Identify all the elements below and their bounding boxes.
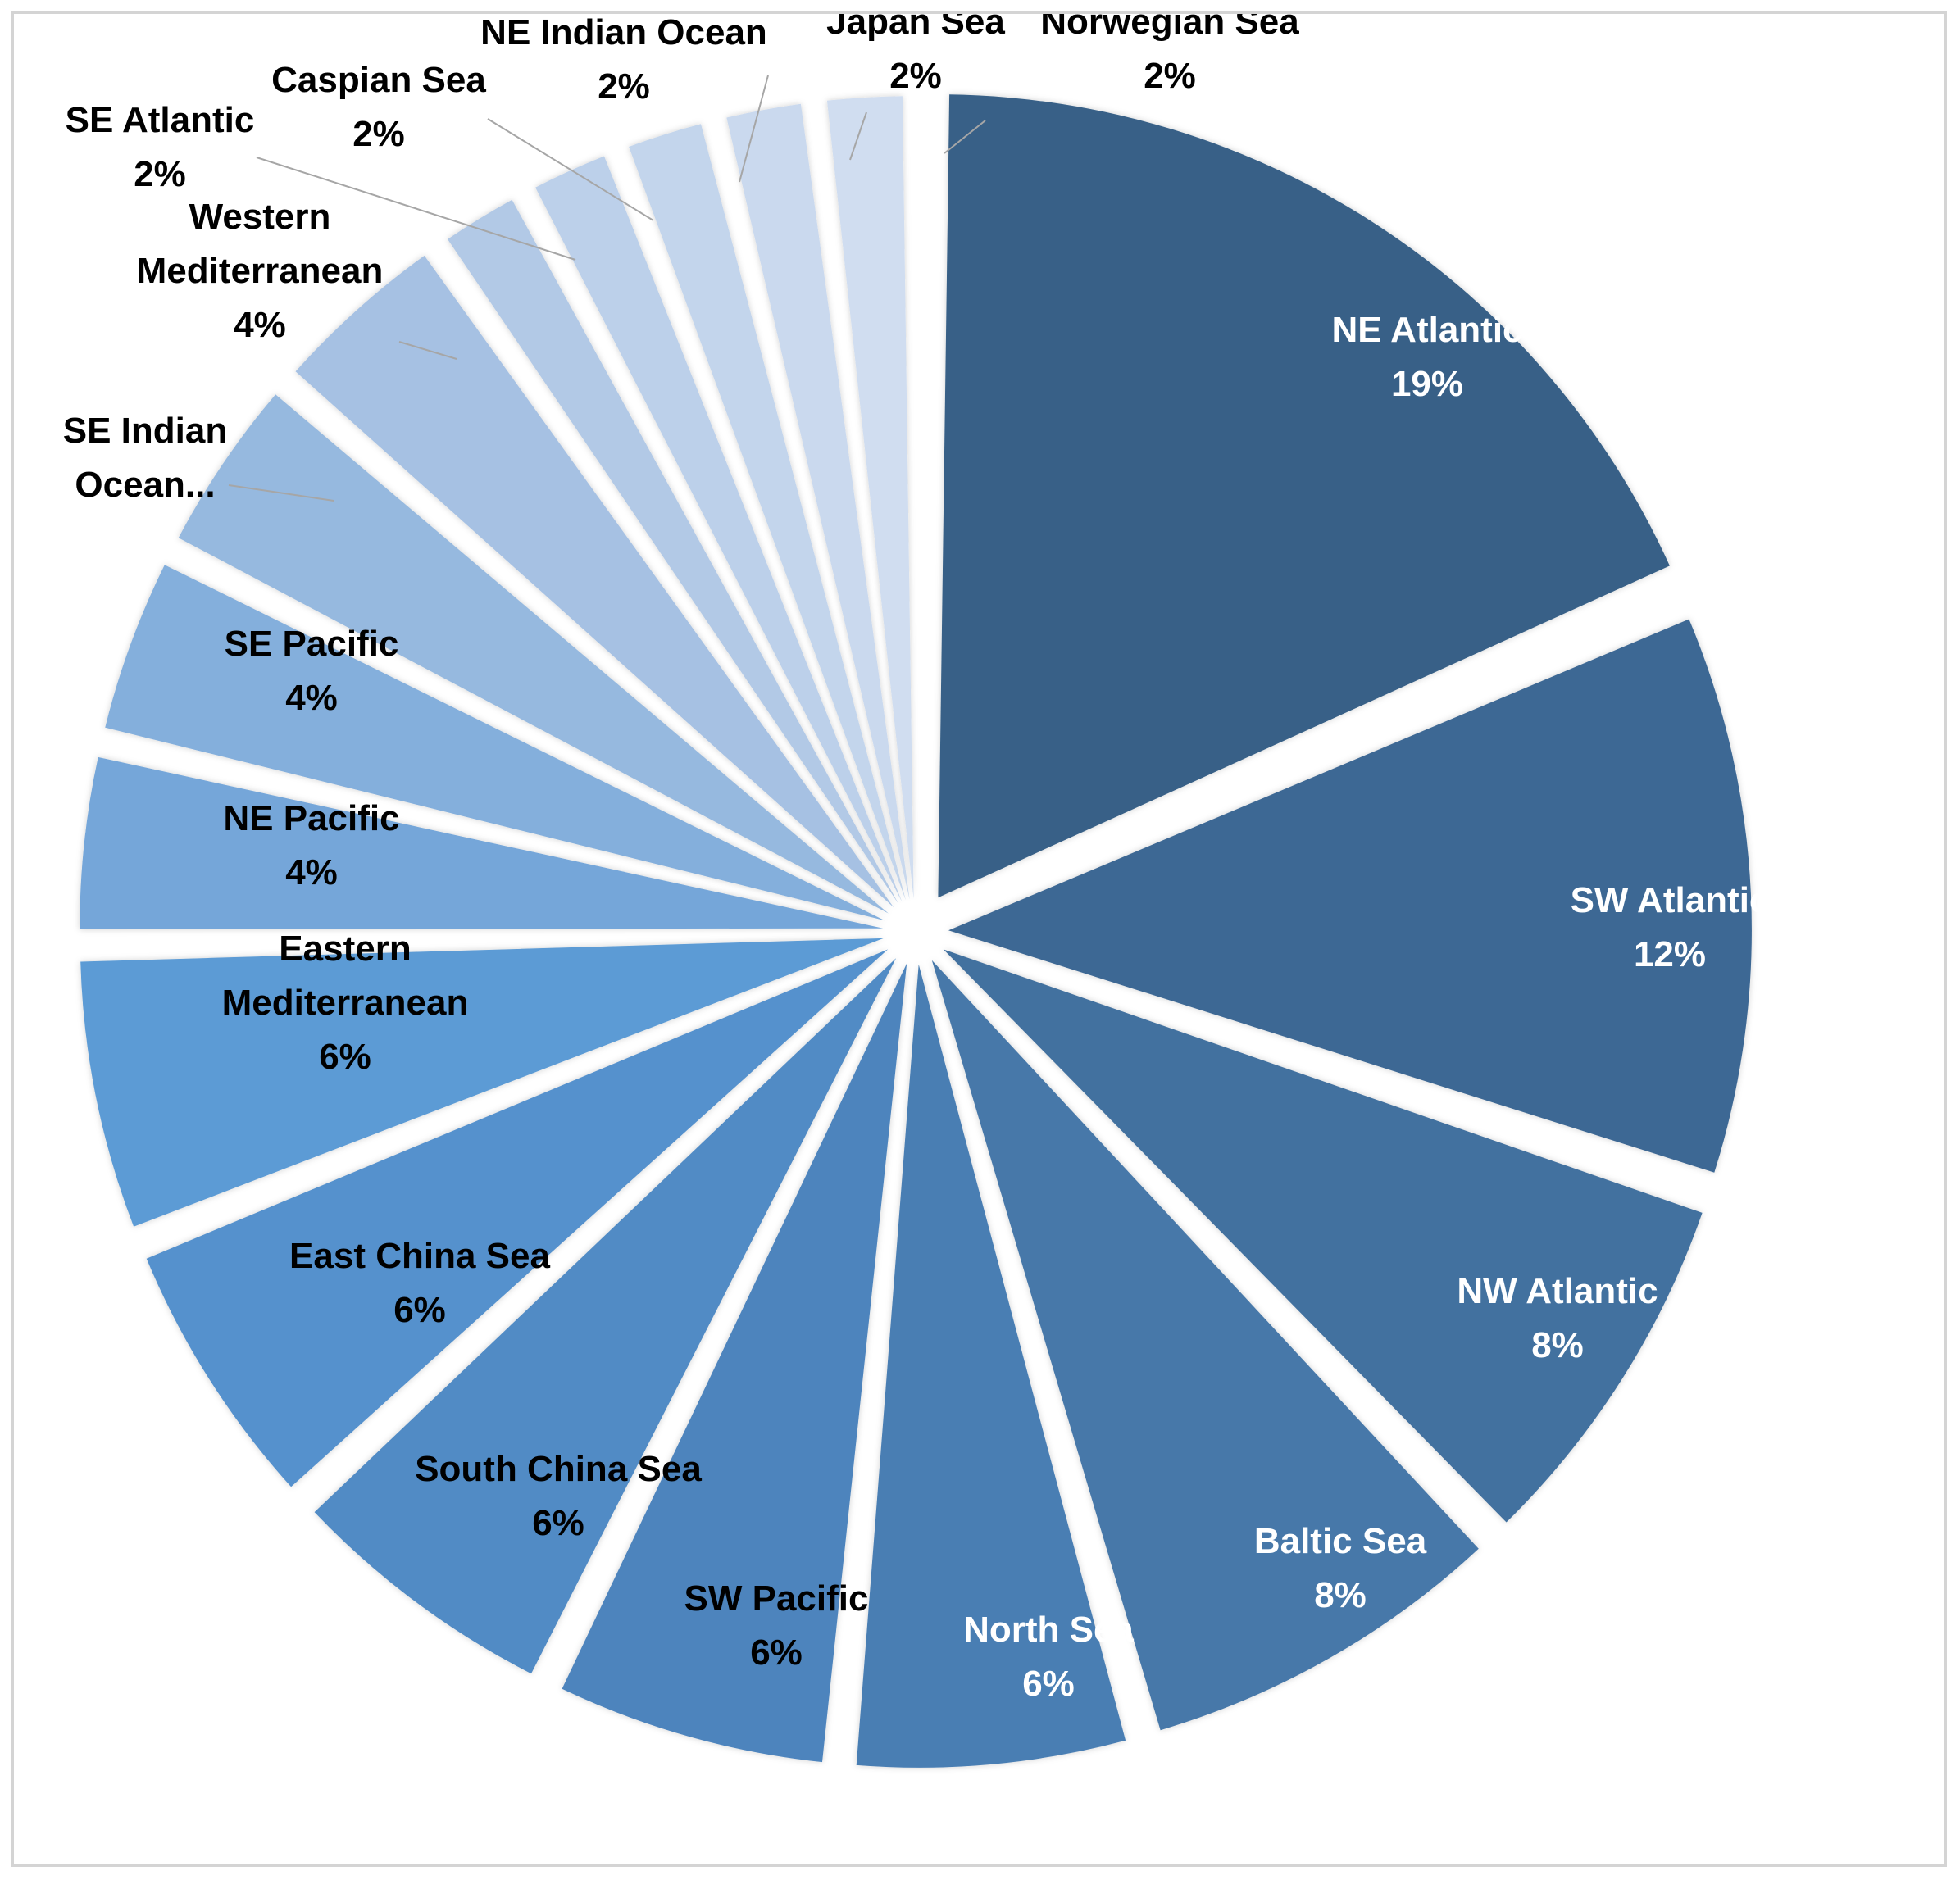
leader-line <box>398 341 457 360</box>
slice-name: Mediterranean <box>137 251 384 291</box>
slice-percent: 8% <box>1314 1575 1367 1615</box>
slice-percent: 2% <box>598 66 650 107</box>
slice-label: NE Indian Ocean 2% <box>480 14 767 107</box>
slice-percent: 6% <box>393 1290 446 1330</box>
pie-slice-se-atlantic <box>448 199 899 904</box>
slice-label: Eastern Mediterranean 6% <box>222 929 469 1077</box>
slice-name: East China Sea <box>289 1236 550 1276</box>
slice-label: North Sea 6% <box>963 1610 1134 1704</box>
slice-name: North Sea <box>963 1610 1134 1650</box>
leader-line <box>739 75 769 183</box>
leader-line <box>487 118 654 221</box>
leader-lines <box>228 75 986 502</box>
leader-line <box>849 111 867 161</box>
slice-name: NE Indian Ocean <box>480 14 767 52</box>
slice-name: Mediterranean <box>222 983 469 1023</box>
slice-name: Eastern <box>279 929 411 969</box>
slice-label: Caspian Sea 2% <box>271 60 486 154</box>
slice-percent: 4% <box>285 852 338 892</box>
leader-line <box>256 157 576 261</box>
slice-label: East China Sea 6% <box>289 1236 550 1330</box>
pie-slice-nw-atlantic <box>943 949 1703 1523</box>
slice-percent: 4% <box>234 305 286 345</box>
slice-percent: 6% <box>319 1037 371 1077</box>
slice-percent: 8% <box>1531 1325 1584 1365</box>
slice-percent: 2% <box>134 154 186 194</box>
pie-slice-south-china-sea <box>314 958 897 1674</box>
pie-slices <box>80 94 1752 1768</box>
slice-label: Western Mediterranean 4% <box>137 197 384 345</box>
slice-percent: 2% <box>1144 56 1196 96</box>
slice-label: SE Pacific 4% <box>225 624 399 718</box>
slice-name: NE Atlantic <box>1331 310 1522 350</box>
chart-frame: NE Atlantic 19% SW Atlantic 12% NW Atlantic 8… <box>11 11 1947 1867</box>
slice-percent: 2% <box>352 114 405 154</box>
slice-label: SE Indian Ocean... <box>63 411 227 505</box>
slice-name: SW Atlantic <box>1571 880 1770 920</box>
slice-label: NE Pacific 4% <box>223 798 399 892</box>
slice-name: Baltic Sea <box>1254 1521 1427 1561</box>
pie-slice-north-sea <box>856 964 1126 1768</box>
pie-slice-baltic-sea <box>931 960 1479 1731</box>
pie-slice-east-china-sea <box>146 949 889 1487</box>
slice-label: Japan Sea 2% <box>826 14 1005 96</box>
slice-label: Baltic Sea 8% <box>1254 1521 1427 1615</box>
slice-name: Norwegian Sea <box>1040 14 1299 42</box>
slice-percent: 2% <box>889 56 942 96</box>
slice-name: SE Atlantic <box>66 100 255 140</box>
slice-percent: 4% <box>285 678 338 718</box>
leader-line <box>228 484 334 502</box>
slice-name: Western <box>189 197 331 237</box>
pie-slice-norwegian-sea <box>826 96 914 900</box>
leader-line <box>944 120 986 154</box>
slice-name: Japan Sea <box>826 14 1005 42</box>
slice-name: SW Pacific <box>684 1578 869 1619</box>
pie-slice-ne-atlantic <box>938 94 1670 898</box>
pie-slice-se-pacific <box>105 565 885 921</box>
pie-slice-eastern-mediterranean <box>80 938 884 1227</box>
slice-percent: 19% <box>1391 364 1463 404</box>
slice-name: SE Pacific <box>225 624 399 664</box>
slice-name: NE Pacific <box>223 798 399 838</box>
pie-chart: NE Atlantic 19% SW Atlantic 12% NW Atlantic 8… <box>63 14 1770 1768</box>
slice-labels: NE Atlantic 19% SW Atlantic 12% NW Atlantic 8… <box>63 14 1770 1704</box>
slice-label: NE Atlantic 19% <box>1331 310 1522 404</box>
slice-label: Norwegian Sea 2% <box>1040 14 1299 96</box>
pie-slice-sw-pacific <box>562 963 907 1763</box>
pie-slice-japan-sea <box>726 103 910 900</box>
slice-percent: 6% <box>1022 1664 1075 1704</box>
slice-name: Caspian Sea <box>271 60 486 100</box>
slice-name: SE Indian <box>63 411 227 451</box>
pie-slice-ne-indian-ocean <box>629 124 906 901</box>
slice-name: NW Atlantic <box>1457 1271 1658 1311</box>
pie-slice-western-mediterranean <box>295 255 894 908</box>
slice-label: SW Atlantic 12% <box>1571 880 1770 974</box>
slice-percent: 6% <box>532 1503 584 1543</box>
pie-slice-caspian-sea <box>535 156 903 902</box>
pie-slice-ne-pacific <box>80 756 884 929</box>
slice-label: NW Atlantic 8% <box>1457 1271 1658 1365</box>
slice-name: South China Sea <box>415 1449 702 1489</box>
slice-label: SE Atlantic 2% <box>66 100 255 194</box>
pie-slice-sw-atlantic <box>948 619 1752 1173</box>
slice-name: Ocean... <box>75 465 215 505</box>
pie-slice-se-indian-ocean <box>178 394 889 914</box>
slice-label: SW Pacific 6% <box>684 1578 869 1673</box>
slice-label: South China Sea 6% <box>415 1449 702 1543</box>
slice-percent: 12% <box>1634 934 1706 974</box>
slice-percent: 6% <box>750 1633 803 1673</box>
